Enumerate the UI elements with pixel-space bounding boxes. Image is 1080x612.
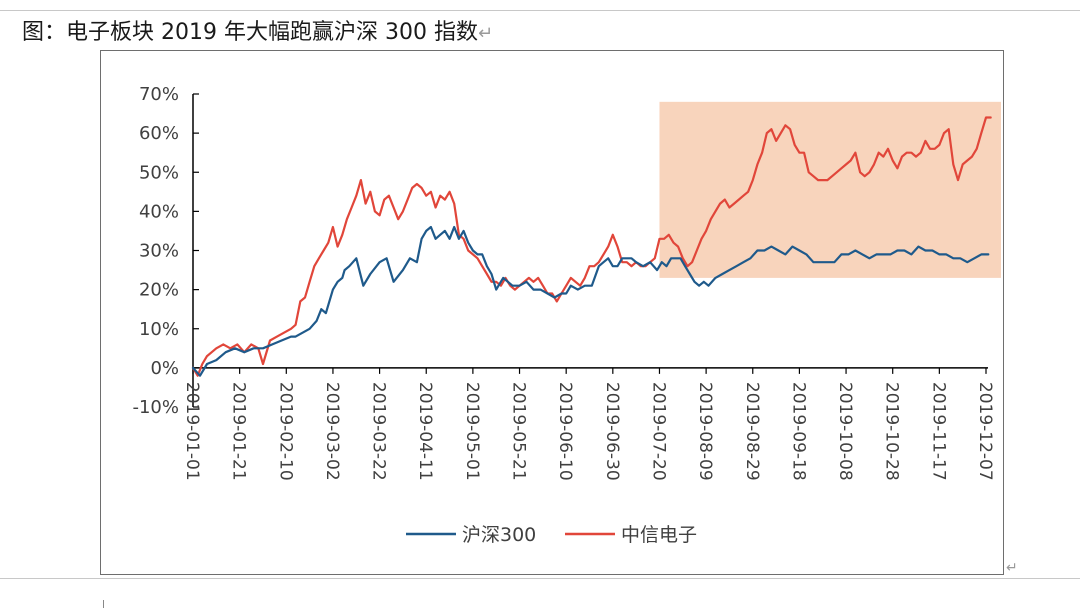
series-line-citic-electronics: [191, 116, 992, 377]
x-tick-label: 2019-03-22: [369, 382, 389, 481]
x-tick-label: 2019-09-18: [788, 382, 808, 481]
x-tick-label: 2019-05-21: [509, 382, 529, 481]
highlight-region: [659, 101, 1001, 278]
x-tick-label: 2019-11-17: [928, 382, 948, 481]
caption-title: 图：电子板块 2019 年大幅跑赢沪深 300 指数: [22, 20, 478, 45]
x-tick-label: 2019-08-09: [695, 382, 715, 481]
cursor-mark: [103, 600, 104, 608]
x-tick-label: 2019-01-21: [229, 382, 249, 481]
x-tick-label: 2019-06-10: [555, 382, 575, 481]
x-tick-label: 2019-08-29: [742, 382, 762, 481]
paragraph-mark-icon: ↵: [1006, 560, 1018, 576]
return-mark-icon: ↵: [477, 23, 494, 44]
y-tick-label: 60%: [139, 123, 179, 144]
top-rule: [0, 10, 1080, 11]
x-tick-label: 2019-05-01: [462, 382, 482, 481]
y-tick-label: 30%: [139, 241, 179, 262]
legend-label-citic-electronics: 中信电子: [621, 524, 697, 546]
x-tick-label: 2019-10-08: [835, 382, 855, 481]
y-tick-label: 50%: [139, 162, 179, 183]
x-tick-label: 2019-07-20: [648, 382, 668, 481]
x-tick-label: 2019-01-01: [182, 382, 202, 481]
x-tick-label: 2019-02-10: [275, 382, 295, 481]
bottom-rule: [0, 578, 1080, 579]
x-tick-label: 2019-10-28: [882, 382, 902, 481]
y-tick-label: -10%: [132, 397, 179, 418]
x-tick-label: 2019-12-07: [975, 382, 995, 481]
y-tick-label: 0%: [150, 358, 179, 379]
chart-frame: 70% 60% 50% 40% 30% 20% 10% 0% -10% 2019-01-01 201…: [100, 50, 1004, 575]
series-line-hs300: [191, 225, 990, 377]
y-tick-label: 70%: [139, 84, 179, 105]
x-tick-label: 2019-06-30: [602, 382, 622, 481]
y-tick-label: 10%: [139, 319, 179, 340]
x-tick-label: 2019-03-02: [322, 382, 342, 481]
legend-label-hs300: 沪深300: [462, 524, 536, 546]
figure-caption: 图：电子板块 2019 年大幅跑赢沪深 300 指数↵: [22, 14, 493, 46]
line-chart: 70% 60% 50% 40% 30% 20% 10% 0% -10% 2019-01-01 201…: [132, 84, 1001, 546]
x-tick-label: 2019-04-11: [415, 382, 435, 481]
y-tick-label: 40%: [139, 201, 179, 222]
y-tick-label: 20%: [139, 280, 179, 301]
